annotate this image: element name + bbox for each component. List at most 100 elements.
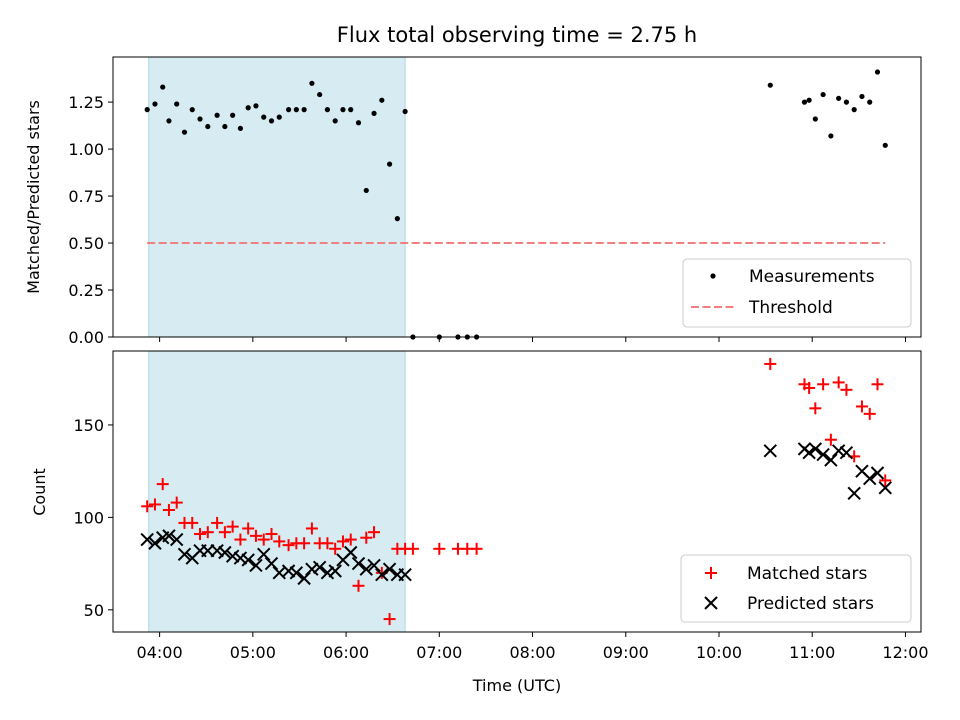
predicted-star-point — [210, 543, 224, 558]
matched-star-point — [803, 381, 816, 394]
matched-star-point — [817, 378, 830, 391]
matched-star-point — [218, 526, 231, 539]
x-tick-label: 04:00 — [137, 643, 183, 662]
top-axes: 0.00 0.25 0.50 0.75 1.00 1.25 — [68, 93, 906, 347]
top-panel: 0.00 0.25 0.50 0.75 1.00 1.25 Matched/Predict… — [24, 56, 922, 347]
matched-star-point — [855, 400, 868, 413]
predicted-star-point — [839, 445, 854, 460]
legend-matched-marker — [705, 567, 717, 579]
measurement-point — [767, 82, 773, 88]
matched-star-point — [170, 496, 183, 509]
y-tick-label: 150 — [73, 416, 104, 435]
top-plot-frame — [112, 56, 922, 338]
predicted-star-point — [382, 562, 397, 576]
measurement-point — [812, 116, 818, 122]
predicted-star-point — [863, 471, 877, 486]
measurement-point — [324, 107, 331, 113]
top-legend: Measurements Threshold — [682, 258, 912, 328]
y-tick-label: 0.75 — [68, 187, 104, 206]
predicted-star-point — [305, 562, 319, 576]
predicted-star-point — [264, 556, 279, 571]
measurement-point — [237, 125, 244, 132]
measurement-point — [253, 103, 259, 109]
y-tick-label: 1.00 — [68, 140, 104, 159]
bottom-plot-frame — [112, 350, 922, 633]
measurement-point — [836, 95, 842, 101]
matched-star-point — [368, 526, 381, 539]
matched-star-point — [871, 378, 884, 391]
measurement-point — [261, 114, 267, 120]
matched-star-point — [360, 531, 373, 544]
matched-star-point — [162, 503, 175, 516]
measurement-point — [197, 116, 203, 122]
measurement-point — [293, 107, 299, 113]
bottom-axes: 50 100 150 04:00 05:00 06:00 07:00 08:00 09:00 10… — [73, 416, 928, 662]
bottom-data-layer — [140, 357, 892, 626]
predicted-star-point — [816, 447, 830, 462]
matched-star-point — [273, 535, 286, 548]
measurement-point — [181, 129, 188, 135]
predicted-star-point — [218, 545, 232, 560]
matched-star-point — [863, 407, 876, 420]
measurement-point — [371, 110, 377, 116]
measurement-point — [317, 91, 323, 98]
predicted-star-point — [831, 444, 846, 458]
measurement-point — [309, 80, 315, 86]
y-tick-label: 50 — [84, 601, 104, 620]
measurement-point — [268, 118, 275, 124]
measurement-point — [160, 84, 166, 90]
measurement-point — [301, 107, 307, 113]
legend-threshold-label: Threshold — [748, 298, 833, 318]
legend-predicted-marker — [704, 596, 718, 610]
y-tick-label: 0.00 — [68, 328, 104, 347]
predicted-star-point — [257, 547, 271, 562]
measurement-point — [152, 101, 158, 107]
predicted-star-point — [249, 558, 263, 573]
predicted-star-point — [233, 551, 248, 565]
predicted-star-point — [170, 532, 184, 547]
measurement-point — [379, 97, 385, 103]
predicted-star-point — [802, 445, 816, 460]
measurement-point — [332, 118, 338, 124]
y-tick-label: 0.25 — [68, 281, 104, 300]
predicted-star-point — [351, 556, 366, 571]
measurement-point — [222, 123, 228, 130]
measurement-point — [859, 93, 865, 100]
matched-star-point — [344, 533, 357, 546]
measurement-point — [386, 161, 393, 167]
measurement-point — [874, 69, 881, 75]
measurement-point — [205, 123, 211, 130]
measurement-point — [402, 108, 408, 115]
predicted-star-point — [847, 486, 861, 501]
predicted-star-point — [344, 545, 358, 560]
matched-star-point — [265, 528, 278, 541]
matched-star-point — [141, 500, 154, 513]
x-tick-label: 05:00 — [230, 643, 276, 662]
measurement-point — [867, 99, 873, 105]
measurement-point — [174, 101, 180, 107]
predicted-star-point — [225, 549, 240, 563]
x-tick-label: 06:00 — [323, 643, 369, 662]
measurement-point — [166, 118, 172, 124]
bottom-panel: 50 100 150 04:00 05:00 06:00 07:00 08:00 09:00 10… — [30, 350, 929, 695]
measurement-point — [363, 187, 369, 194]
predicted-star-point — [177, 547, 192, 562]
measurement-point — [214, 112, 220, 118]
measurement-point — [820, 91, 826, 98]
bottom-legend: Matched stars Predicted stars — [680, 554, 912, 623]
matched-star-point — [824, 433, 837, 446]
predicted-star-point — [824, 453, 838, 467]
measurement-point — [806, 97, 812, 103]
predicted-star-point — [870, 466, 885, 480]
top-ylabel: Matched/Predicted stars — [24, 100, 43, 294]
observing-span — [148, 56, 406, 338]
predicted-star-point — [289, 566, 304, 580]
chart-title: Flux total observing time = 2.75 h — [337, 23, 697, 47]
matched-star-point — [226, 520, 239, 533]
predicted-star-point — [878, 481, 892, 495]
matched-star-point — [249, 529, 262, 542]
legend-predicted-label: Predicted stars — [747, 594, 874, 614]
measurement-point — [355, 120, 362, 126]
matched-star-point — [470, 542, 483, 555]
measurement-point — [285, 107, 292, 113]
